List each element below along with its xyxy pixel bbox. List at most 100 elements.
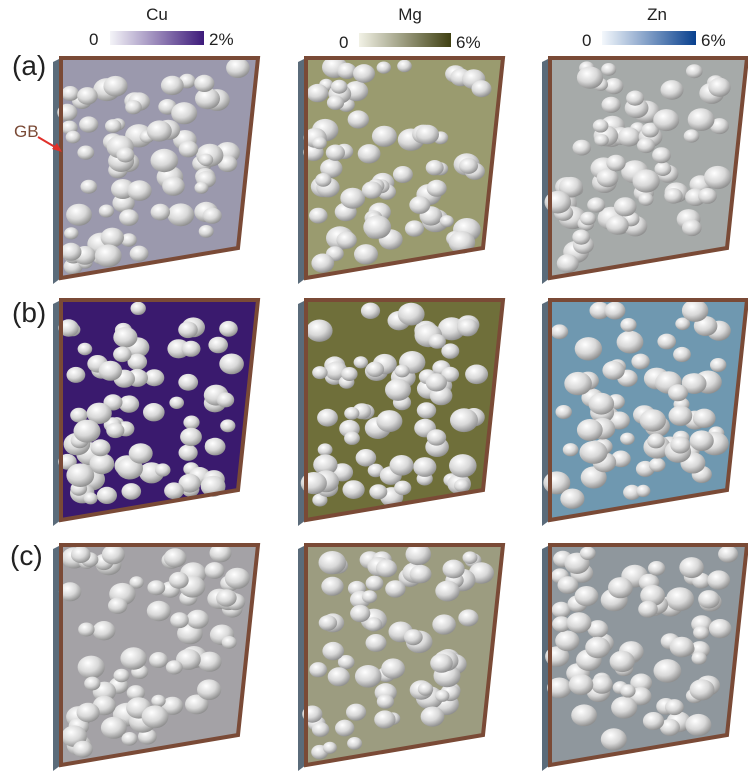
precipitate-particle: [322, 741, 337, 754]
precipitate-particle: [116, 147, 135, 163]
precipitate-particle: [439, 215, 454, 228]
precipitate-particle: [641, 122, 659, 138]
precipitate-particle: [167, 203, 195, 227]
precipitate-particle: [183, 415, 200, 430]
precipitate-particle: [471, 80, 492, 98]
precipitate-particle: [366, 361, 385, 377]
precipitate-particle: [435, 689, 450, 702]
precipitate-particle: [194, 181, 209, 194]
precipitate-particle: [86, 402, 112, 424]
precipitate-particle: [454, 478, 470, 493]
precipitate-particle: [127, 353, 148, 371]
grain-boundary-frame: [59, 56, 261, 281]
precipitate-particle: [613, 197, 637, 217]
precipitate-particle: [98, 360, 123, 381]
precipitate-particle: [574, 337, 603, 361]
precipitate-particle: [72, 740, 93, 758]
precipitate-particle: [195, 88, 220, 110]
precipitate-particle: [654, 161, 672, 176]
grain-boundary-frame: [59, 543, 261, 768]
precipitate-particle: [579, 546, 596, 560]
precipitate-particle: [660, 718, 680, 736]
precipitate-particle: [141, 705, 169, 729]
precipitate-particle: [394, 364, 410, 378]
precipitate-particle: [416, 402, 437, 419]
precipitate-particle: [404, 220, 425, 237]
precipitate-particle: [385, 580, 406, 598]
precipitate-particle: [558, 176, 584, 198]
precipitate-particle: [457, 318, 479, 337]
precipitate-particle: [552, 616, 571, 632]
precipitate-particle: [587, 197, 606, 213]
precipitate-particle: [113, 668, 130, 683]
precipitate-particle: [648, 457, 666, 472]
precipitate-particle: [90, 439, 111, 457]
precipitate-particle: [197, 651, 222, 672]
precipitate-particle: [340, 187, 366, 209]
precipitate-particle: [94, 244, 122, 268]
precipitate-particle: [79, 116, 99, 133]
precipitate-particle: [673, 346, 691, 363]
precipitate-particle: [664, 188, 683, 204]
precipitate-particle: [666, 587, 695, 611]
precipitate-particle: [691, 651, 707, 665]
precipitate-particle: [430, 653, 453, 673]
precipitate-particle: [336, 231, 357, 249]
precipitate-particle: [587, 620, 609, 638]
precipitate-particle: [710, 358, 727, 372]
precipitate-particle: [693, 625, 710, 640]
precipitate-particle: [309, 207, 328, 224]
panel-row2-col1: [53, 298, 261, 526]
precipitate-particle: [432, 614, 456, 635]
precipitate-particle: [312, 136, 327, 150]
precipitate-particle: [64, 227, 79, 240]
colorbar-mg-title: Mg: [398, 5, 422, 24]
precipitate-particle: [118, 395, 140, 413]
precipitate-particle: [327, 667, 350, 687]
precipitate-particle: [129, 576, 144, 589]
grain-boundary-label: GB: [14, 122, 39, 141]
precipitate-particle: [311, 253, 335, 273]
precipitate-particle: [76, 702, 100, 723]
precipitate-particle: [365, 575, 384, 591]
precipitate-particle: [369, 484, 388, 500]
precipitate-particle: [208, 336, 228, 354]
precipitate-particle: [589, 301, 610, 320]
precipitate-particle: [631, 353, 650, 370]
precipitate-particle: [80, 179, 98, 194]
precipitate-particle: [547, 677, 572, 699]
precipitate-particle: [204, 437, 226, 456]
precipitate-particle: [77, 342, 93, 356]
precipitate-particle: [617, 127, 641, 147]
precipitate-particle: [219, 320, 238, 337]
precipitate-particle: [686, 64, 703, 79]
colorbar-cu-min: 0: [89, 30, 99, 49]
precipitate-particle: [108, 597, 128, 614]
precipitate-particle: [685, 713, 712, 737]
precipitate-particle: [83, 492, 98, 505]
precipitate-particle: [428, 334, 446, 349]
grain-boundary-frame: [304, 543, 506, 768]
precipitate-particle: [346, 703, 367, 721]
precipitate-particle: [98, 204, 114, 218]
precipitate-particle: [204, 562, 225, 579]
precipitate-particle: [315, 173, 332, 187]
colorbar-mg-min: 0: [339, 33, 349, 52]
precipitate-particle: [151, 694, 166, 707]
precipitate-particle: [657, 333, 676, 350]
precipitate-particle: [149, 652, 168, 668]
row-label-a: (a): [12, 50, 47, 81]
precipitate-particle: [576, 66, 604, 89]
precipitate-particle: [562, 443, 579, 457]
precipitate-particle: [77, 87, 98, 105]
grain-boundary-frame: [304, 56, 506, 281]
precipitate-particle: [465, 364, 489, 385]
precipitate-particle: [77, 145, 95, 160]
precipitate-particle: [405, 543, 432, 566]
precipitate-particle: [620, 318, 637, 332]
precipitate-particle: [698, 590, 720, 609]
precipitate-particle: [354, 244, 378, 265]
precipitate-particle: [217, 155, 238, 172]
precipitate-particle: [181, 340, 201, 357]
